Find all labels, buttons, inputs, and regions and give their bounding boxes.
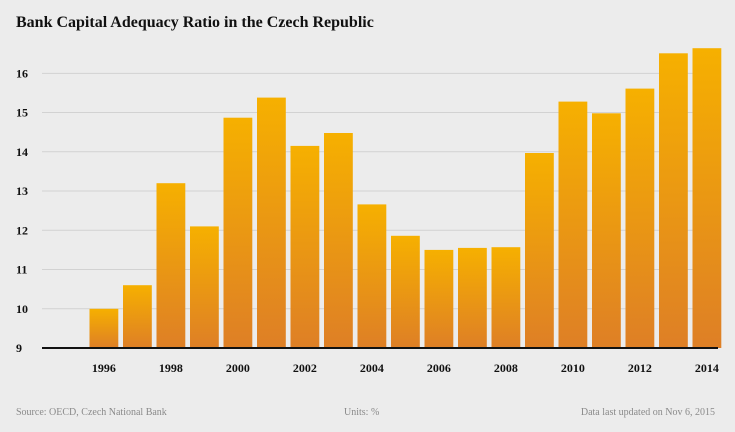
bars — [56, 48, 722, 349]
x-tick-label: 1998 — [159, 361, 183, 375]
y-tick-label: 10 — [16, 302, 28, 316]
y-tick-label: 11 — [16, 263, 27, 277]
bar-2014 — [692, 48, 722, 348]
bar-2009 — [525, 153, 554, 348]
y-tick-label: 12 — [16, 223, 28, 237]
y-tick-label: 15 — [16, 106, 28, 120]
source-note: Source: OECD, Czech National Bank — [16, 407, 167, 418]
bar-2002 — [290, 145, 320, 348]
bar-2007 — [458, 247, 487, 348]
x-tick-label: 1996 — [92, 361, 116, 375]
x-tick-label: 2000 — [226, 361, 250, 375]
y-tick-label: 13 — [16, 184, 28, 198]
units-note: Units: % — [344, 407, 380, 418]
bar-2013 — [659, 53, 688, 349]
x-tick-label: 2012 — [628, 361, 652, 375]
updated-note: Data last updated on Nov 6, 2015 — [580, 407, 715, 418]
bar-2000 — [223, 117, 253, 348]
chart-title: Bank Capital Adequacy Ratio in the Czech… — [16, 14, 374, 31]
y-tick-label: 9 — [16, 341, 22, 355]
bar-2012 — [625, 88, 655, 348]
bar-1999 — [190, 226, 219, 348]
x-tick-label: 2002 — [293, 361, 317, 375]
bar-2006 — [424, 249, 454, 348]
bar-2005 — [391, 235, 420, 348]
bar-2004 — [357, 204, 387, 348]
bar-1997 — [123, 285, 152, 348]
bar-2008 — [491, 247, 521, 348]
x-tick-label: 2006 — [427, 361, 451, 375]
x-tick-label: 2014 — [695, 361, 719, 375]
y-tick-label: 14 — [16, 145, 28, 159]
y-tick-label: 16 — [16, 66, 28, 80]
x-tick-label: 2010 — [561, 361, 585, 375]
bar-2010 — [558, 101, 588, 348]
bar-2003 — [324, 133, 353, 348]
y-axis-labels: 9 10 11 12 13 14 15 16 — [16, 66, 28, 355]
x-tick-label: 2008 — [494, 361, 518, 375]
x-axis-labels: 1996 1998 2000 2002 2004 2006 2008 2010 2012 2014 — [92, 361, 719, 375]
bar-2001 — [257, 97, 286, 348]
bar-2011 — [592, 113, 621, 348]
bar-1998 — [156, 183, 186, 348]
bar-1996 — [89, 308, 119, 348]
x-tick-label: 2004 — [360, 361, 384, 375]
